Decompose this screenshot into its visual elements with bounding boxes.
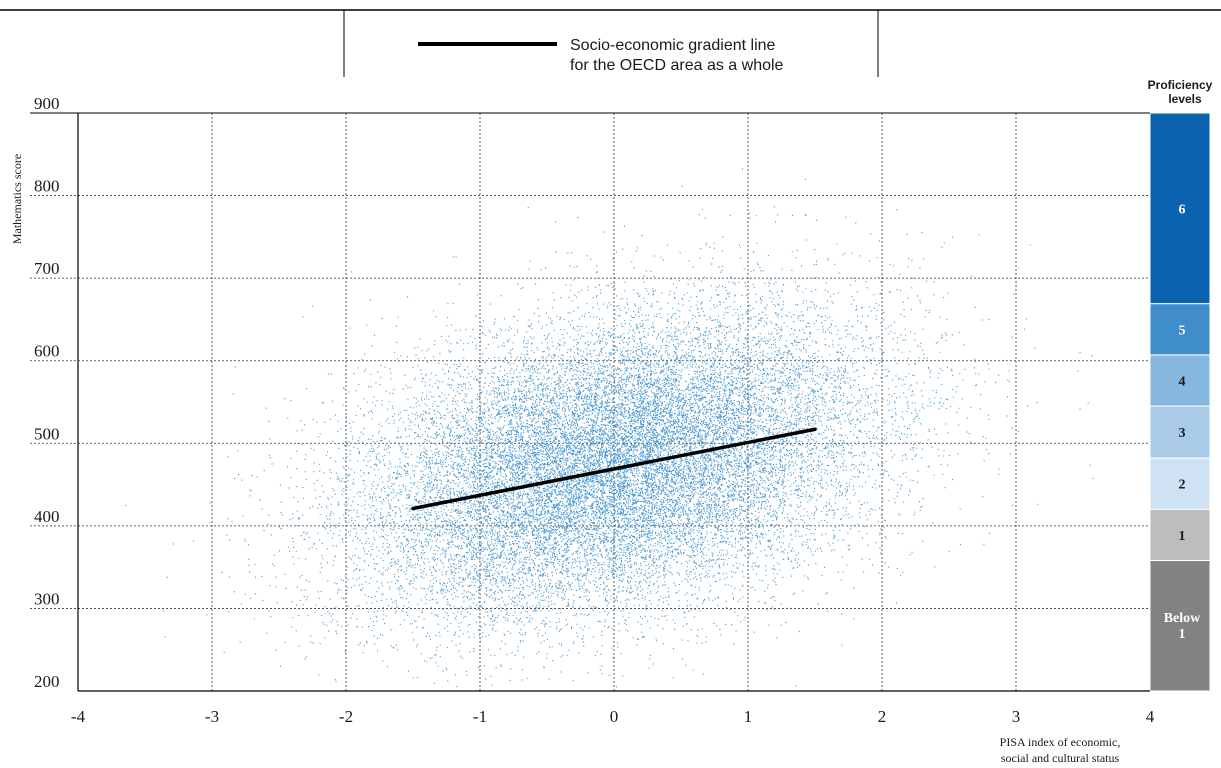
proficiency-label-4: 2	[1179, 478, 1186, 493]
y-tick-labels: 200 300 400 500 600 700 800 900	[34, 94, 60, 691]
proficiency-label-3: 3	[1179, 426, 1186, 441]
proficiency-band-4	[1149, 457, 1211, 510]
y-tick-label-6: 800	[34, 177, 60, 196]
x-tick-label-8: 4	[1146, 707, 1155, 726]
proficiency-band-6	[1149, 560, 1211, 692]
x-tick-label-3: -1	[473, 707, 487, 726]
legend-label-line2: for the OECD area as a whole	[570, 57, 784, 74]
proficiency-band-2	[1149, 354, 1211, 407]
grid-lines	[30, 112, 1151, 691]
proficiency-label-1: 5	[1179, 323, 1186, 338]
gradient-line	[411, 427, 817, 511]
proficiency-band-0	[1149, 112, 1211, 305]
proficiency-header-line2: levels	[1168, 92, 1202, 106]
proficiency-label-2: 4	[1179, 375, 1186, 390]
y-tick-label-5: 700	[34, 259, 60, 278]
x-axis-title-line2: social and cultural status	[1001, 751, 1120, 765]
x-tick-label-2: -2	[339, 707, 353, 726]
y-tick-label-1: 300	[34, 589, 60, 608]
x-tick-label-1: -3	[205, 707, 219, 726]
proficiency-label-0: 6	[1179, 202, 1186, 217]
proficiency-band-1	[1149, 303, 1211, 356]
x-axis-title-line1: PISA index of economic,	[1000, 735, 1121, 749]
x-tick-label-4: 0	[610, 707, 619, 726]
y-tick-label-7: 900	[34, 94, 60, 113]
y-axis-title: Mathematics score	[10, 154, 24, 244]
x-tick-label-6: 2	[878, 707, 887, 726]
x-tick-label-5: 1	[744, 707, 753, 726]
proficiency-band-3	[1149, 405, 1211, 459]
proficiency-label-6-0: Below	[1164, 611, 1201, 626]
proficiency-band-5	[1149, 508, 1211, 562]
proficiency-label-5: 1	[1179, 529, 1186, 544]
legend-label-line1: Socio-economic gradient line	[570, 37, 776, 54]
y-tick-label-0: 200	[34, 672, 60, 691]
x-tick-label-0: -4	[71, 707, 86, 726]
scatter-point-cloud	[125, 168, 1094, 688]
x-tick-label-7: 3	[1012, 707, 1021, 726]
proficiency-header-line1: Proficiency	[1148, 78, 1213, 92]
y-tick-label-4: 600	[34, 342, 60, 361]
y-tick-label-3: 500	[34, 424, 60, 443]
x-tick-labels: -4 -3 -2 -1 0 1 2 3 4	[71, 707, 1155, 726]
scatter-points	[125, 168, 1094, 688]
y-tick-label-2: 400	[34, 507, 60, 526]
proficiency-label-6-1: 1	[1179, 627, 1186, 642]
